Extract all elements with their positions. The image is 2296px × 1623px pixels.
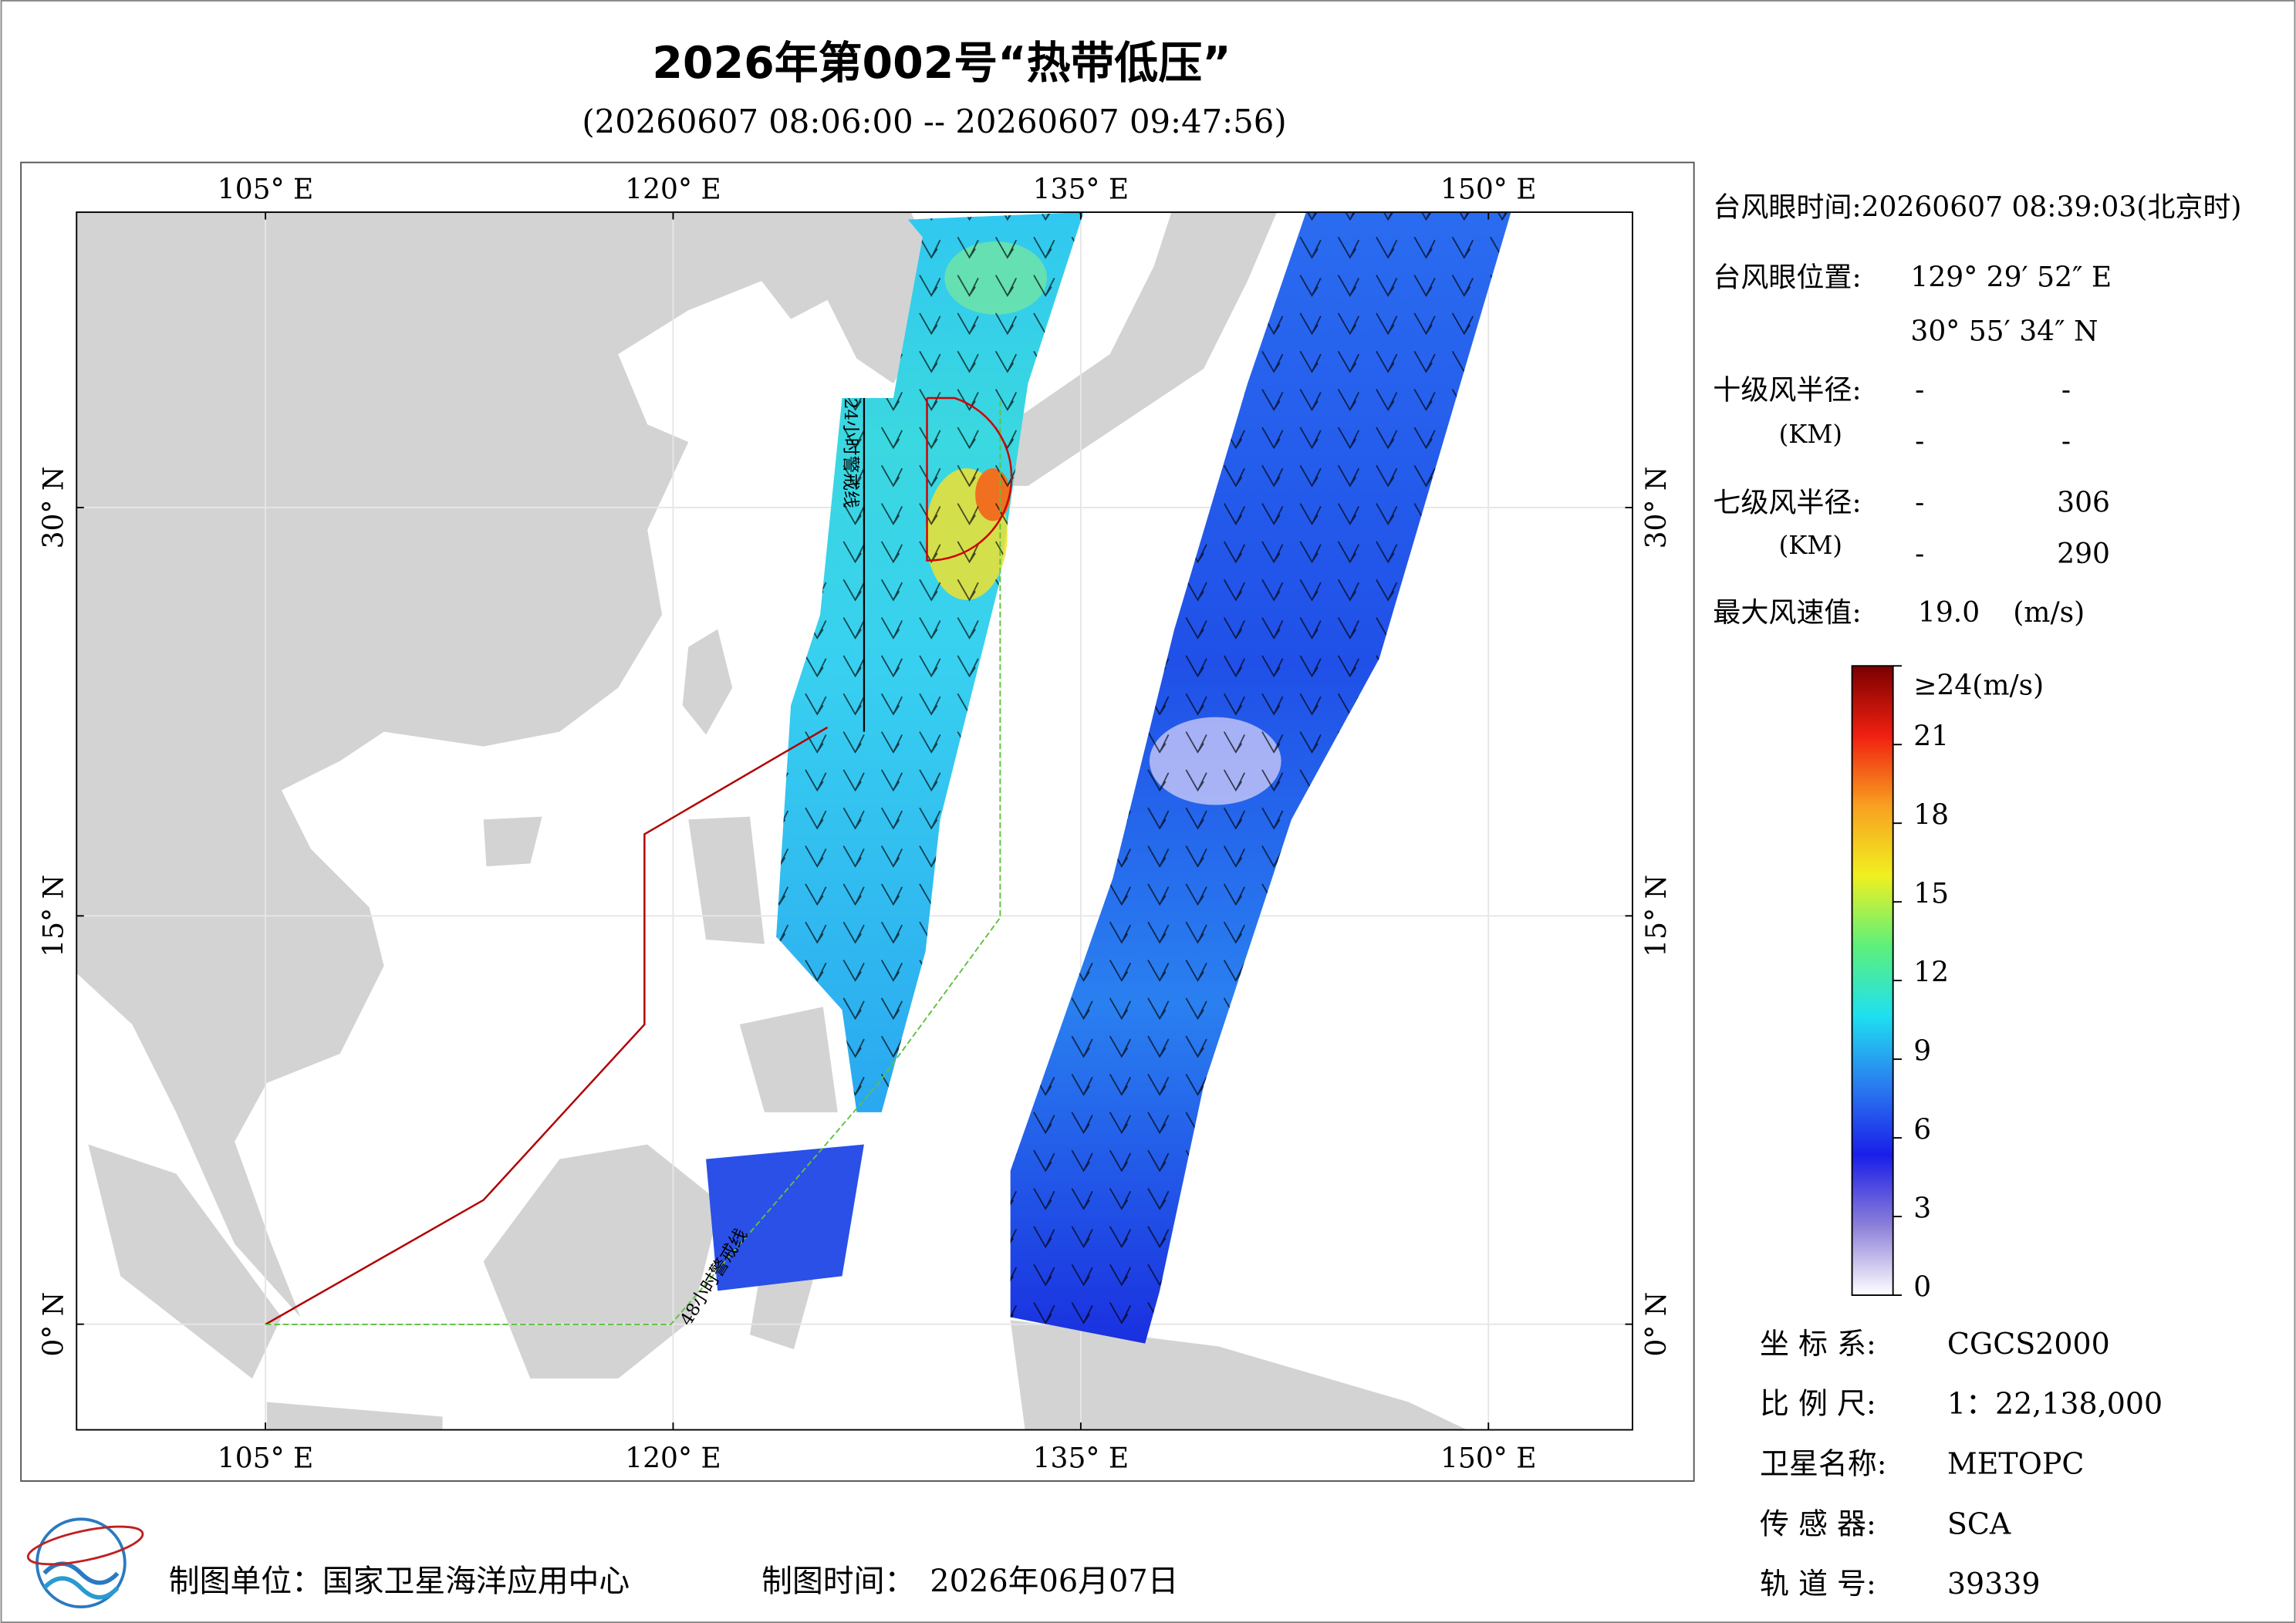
r10-value: - bbox=[2061, 374, 2071, 406]
lat-label: 0° N bbox=[39, 1292, 70, 1357]
eye-lat: 30° 55′ 34″ N bbox=[1910, 316, 2098, 348]
warning-line-48h bbox=[265, 726, 829, 1326]
eye-time: 台风眼时间:20260607 08:39:03(北京时) bbox=[1713, 191, 2241, 223]
colorbar-label: 15 bbox=[1913, 879, 1949, 910]
map-axes: 105° E 105° E 120° E 120° E 135° E 135° E 150°… bbox=[39, 174, 1673, 1475]
info-panel: 台风眼时间:20260607 08:39:03(北京时) 台风眼位置: 129°… bbox=[1713, 191, 2241, 629]
colorbar-label: ≥24(m/s) bbox=[1913, 670, 2044, 702]
r7-label: 七级风半径: bbox=[1713, 488, 1861, 519]
colorbar-label: 18 bbox=[1913, 800, 1949, 832]
lon-label: 105° E bbox=[218, 174, 314, 206]
footer-unit: 制图单位：国家卫星海洋应用中心 bbox=[169, 1564, 630, 1599]
r10-label: 十级风半径: bbox=[1713, 374, 1861, 406]
r7-unit: (KM) bbox=[1779, 531, 1842, 560]
map-frame bbox=[20, 161, 1695, 1482]
lat-label: 15° N bbox=[1641, 875, 1673, 957]
eye-position-label: 台风眼位置: bbox=[1713, 262, 1861, 293]
boundary-line bbox=[265, 398, 1001, 1325]
map-area: 24小时警戒线 48小时警戒线 bbox=[76, 212, 1633, 1430]
lon-label: 150° E bbox=[1440, 174, 1537, 206]
r10-value: - bbox=[1915, 374, 1924, 406]
lon-label: 120° E bbox=[625, 1442, 721, 1474]
meta-value: SCA bbox=[1947, 1507, 2011, 1540]
lon-label: 135° E bbox=[1033, 174, 1129, 206]
meta-label: 坐 标 系: bbox=[1760, 1327, 1876, 1361]
meta-label: 轨 道 号: bbox=[1760, 1567, 1876, 1601]
r10-value: - bbox=[2061, 426, 2071, 457]
r10-unit: (KM) bbox=[1779, 420, 1842, 449]
colorbar-label: 3 bbox=[1913, 1193, 1931, 1224]
title: 2026年第002号“热带低压” bbox=[652, 38, 1231, 89]
lat-label: 0° N bbox=[1641, 1292, 1673, 1357]
max-wind-label: 最大风速值: bbox=[1713, 597, 1861, 629]
lon-label: 135° E bbox=[1033, 1442, 1129, 1474]
r7-value: 306 bbox=[2057, 488, 2110, 519]
meta-value: CGCS2000 bbox=[1947, 1327, 2110, 1361]
colorbar-label: 6 bbox=[1913, 1114, 1931, 1146]
meta-value: 39339 bbox=[1947, 1567, 2041, 1601]
r7-value: 290 bbox=[2057, 538, 2110, 570]
map-border bbox=[76, 211, 1633, 1431]
max-wind-value: 19.0 bbox=[1918, 597, 1980, 629]
footer-time-label: 制图时间： bbox=[761, 1564, 915, 1599]
lat-label: 15° N bbox=[39, 875, 70, 957]
colorbar bbox=[1851, 665, 1894, 1296]
wind-barbs bbox=[1010, 212, 1511, 1344]
lon-label: 150° E bbox=[1440, 1442, 1537, 1474]
wind-swaths bbox=[706, 212, 1511, 1344]
warning-label-24h: 24小时警戒线 bbox=[840, 398, 860, 508]
meta-panel: 坐 标 系: CGCS2000 比 例 尺: 1：22,138,000 卫星名称: MET… bbox=[1760, 1327, 2163, 1601]
colorbar-ticks: 0 3 6 9 12 15 18 21 ≥24(m/s) bbox=[1893, 665, 2044, 1303]
max-wind-unit: (m/s) bbox=[2013, 597, 2085, 629]
meta-label: 比 例 尺: bbox=[1760, 1387, 1876, 1421]
r7-value: - bbox=[1915, 488, 1924, 519]
lat-label: 30° N bbox=[39, 467, 70, 549]
south-swath bbox=[706, 1144, 864, 1291]
r10-value: - bbox=[1915, 426, 1924, 457]
colorbar-label: 9 bbox=[1913, 1036, 1931, 1068]
meta-value: METOPC bbox=[1947, 1446, 2085, 1480]
typhoon-circle bbox=[926, 396, 1013, 562]
lon-label: 105° E bbox=[218, 1442, 314, 1474]
colorbar-label: 12 bbox=[1913, 957, 1949, 989]
wind-barbs bbox=[776, 212, 1084, 1112]
lat-label: 30° N bbox=[1641, 467, 1673, 549]
r7-value: - bbox=[1915, 538, 1924, 570]
eye-lon: 129° 29′ 52″ E bbox=[1910, 262, 2112, 293]
meta-label: 传 感 器: bbox=[1760, 1507, 1876, 1540]
footer-time: 2026年06月07日 bbox=[930, 1564, 1178, 1599]
meta-value: 1：22,138,000 bbox=[1947, 1387, 2163, 1421]
meta-label: 卫星名称: bbox=[1760, 1446, 1887, 1480]
colorbar-label: 0 bbox=[1913, 1271, 1931, 1303]
subtitle: (20260607 08:06:00 -- 20260607 09:47:56) bbox=[582, 103, 1286, 140]
logo bbox=[26, 1517, 144, 1609]
colorbar-label: 21 bbox=[1913, 721, 1949, 753]
lon-label: 120° E bbox=[625, 174, 721, 206]
